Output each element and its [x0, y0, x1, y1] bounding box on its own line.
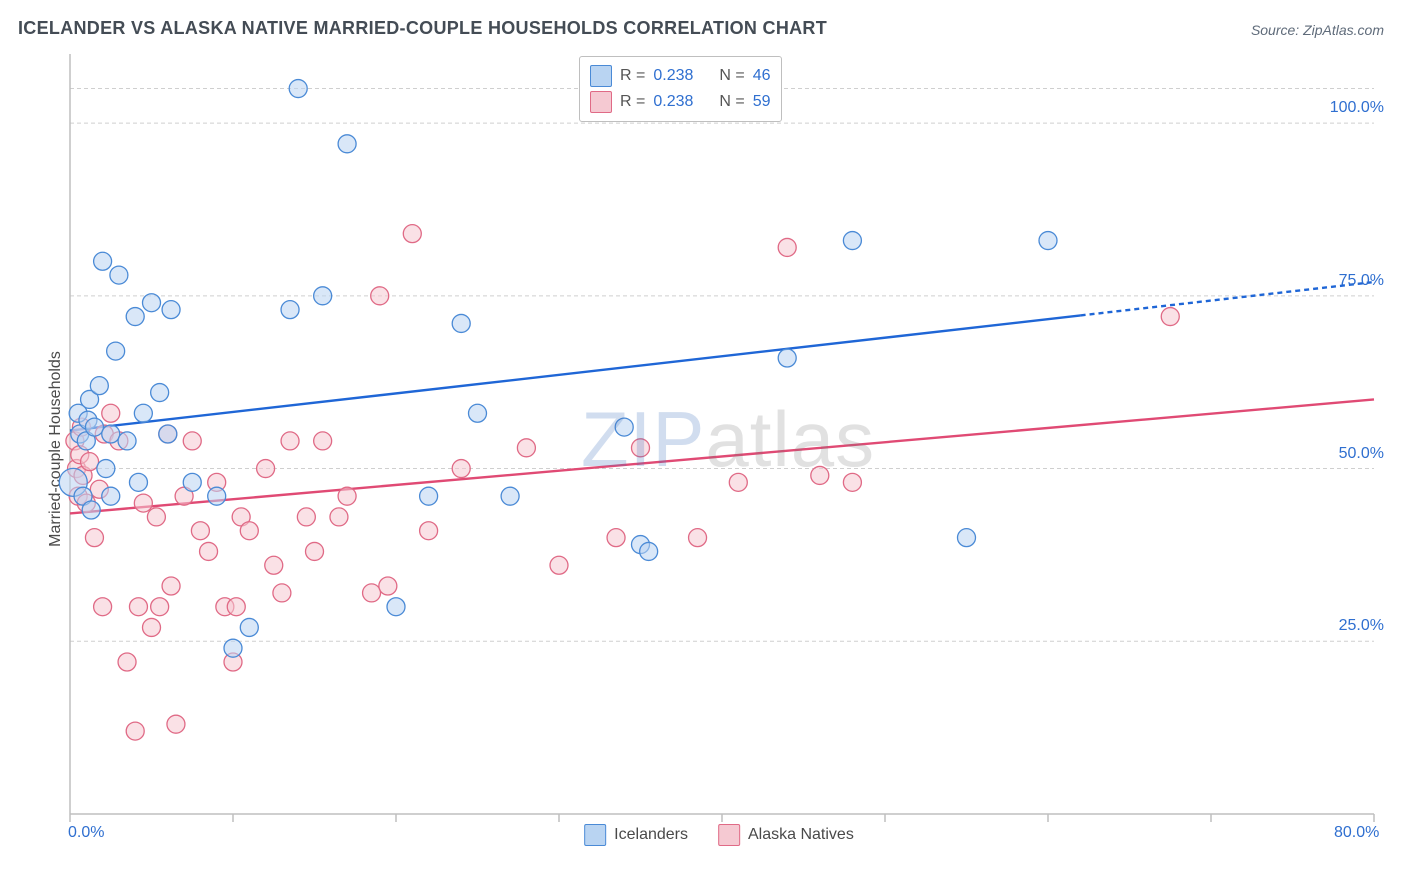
x-tick-label: 0.0%: [68, 824, 104, 842]
legend-label-icelanders: Icelanders: [614, 826, 688, 843]
y-tick-label: 25.0%: [1304, 617, 1384, 635]
stats-n-label: N =: [719, 93, 744, 111]
y-tick-label: 75.0%: [1304, 272, 1384, 290]
stats-r-label: R =: [620, 67, 645, 85]
stats-row: R = 0.238 N = 59: [590, 89, 771, 115]
scatter-plot-svg: [46, 54, 1392, 844]
chart-area: Married-couple Households ZIPatlas R =0.…: [46, 54, 1392, 844]
chart-title: ICELANDER VS ALASKA NATIVE MARRIED-COUPL…: [18, 18, 827, 39]
stats-r-label: R =: [620, 93, 645, 111]
stats-r-value: 0.238: [653, 93, 693, 111]
legend-item-alaska: Alaska Natives: [718, 824, 854, 846]
y-tick-label: 50.0%: [1304, 445, 1384, 463]
x-tick-label: 80.0%: [1334, 824, 1379, 842]
stats-swatch: [590, 91, 612, 113]
header: ICELANDER VS ALASKA NATIVE MARRIED-COUPL…: [0, 0, 1406, 50]
legend-item-icelanders: Icelanders: [584, 824, 688, 846]
legend-label-alaska: Alaska Natives: [748, 826, 854, 843]
stats-n-value: 59: [753, 93, 771, 111]
stats-n-value: 46: [753, 67, 771, 85]
stats-legend-box: R = 0.238 N = 46 R = 0.238 N = 59: [579, 56, 782, 122]
source-name: ZipAtlas.com: [1303, 22, 1384, 38]
stats-row: R = 0.238 N = 46: [590, 63, 771, 89]
legend-swatch-icelanders: [584, 824, 606, 846]
stats-swatch: [590, 65, 612, 87]
source-attribution: Source: ZipAtlas.com: [1251, 22, 1384, 38]
stats-n-label: N =: [719, 67, 744, 85]
source-prefix: Source:: [1251, 22, 1303, 38]
stats-r-value: 0.238: [653, 67, 693, 85]
y-tick-label: 100.0%: [1304, 99, 1384, 117]
legend-swatch-alaska: [718, 824, 740, 846]
series-legend: Icelanders Alaska Natives: [584, 824, 854, 846]
